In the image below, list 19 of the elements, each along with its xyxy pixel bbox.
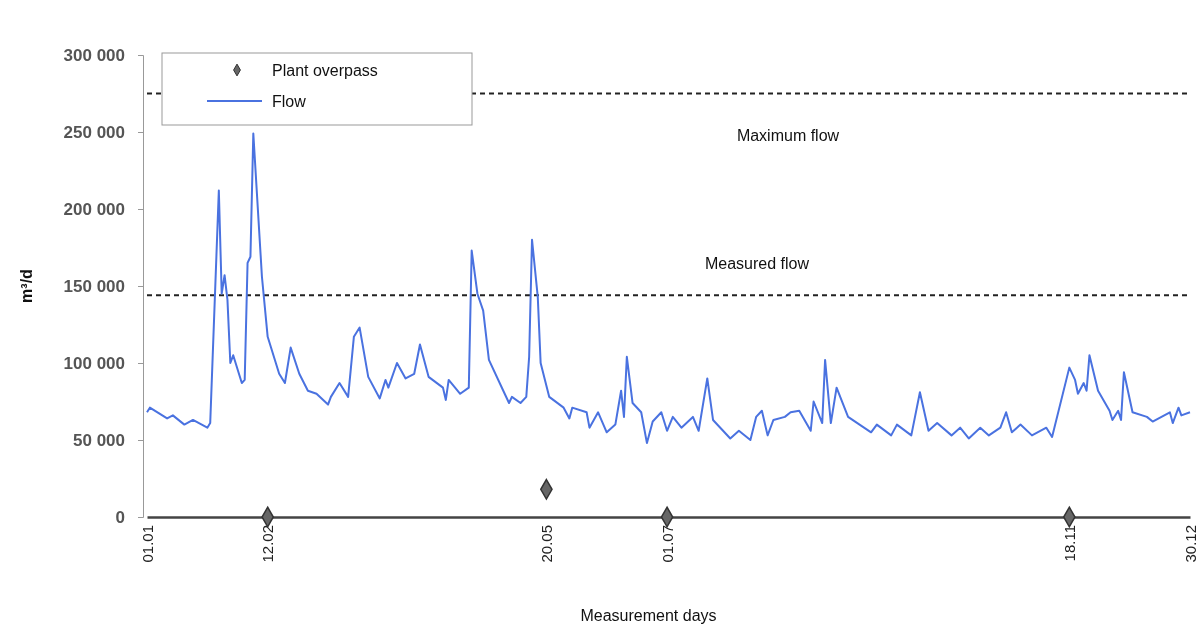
legend-label: Plant overpass: [272, 61, 378, 79]
y-tick-label: 250 000: [63, 122, 125, 142]
legend-label: Flow: [272, 92, 307, 110]
x-tick-label: 01.07: [658, 525, 676, 563]
y-tick-label: 300 000: [63, 45, 125, 65]
x-tick-label: 20.05: [538, 525, 556, 563]
y-tick-label: 0: [115, 507, 125, 527]
x-tick-label: 18.11: [1061, 525, 1079, 562]
y-tick-label: 100 000: [63, 353, 125, 373]
x-tick-label: 30.12: [1181, 525, 1197, 563]
y-tick-label: 200 000: [63, 199, 125, 219]
x-tick-label: 12.02: [259, 525, 277, 563]
ref-line-label: Maximum flow: [736, 126, 840, 144]
x-axis-title: Measurement days: [580, 607, 717, 624]
x-tick-label: 01.01: [138, 525, 156, 563]
y-tick-label: 150 000: [63, 276, 125, 296]
y-axis-title: m³/d: [18, 269, 35, 303]
y-tick-label: 50 000: [73, 430, 125, 450]
ref-line-label: Measured flow: [704, 255, 810, 273]
